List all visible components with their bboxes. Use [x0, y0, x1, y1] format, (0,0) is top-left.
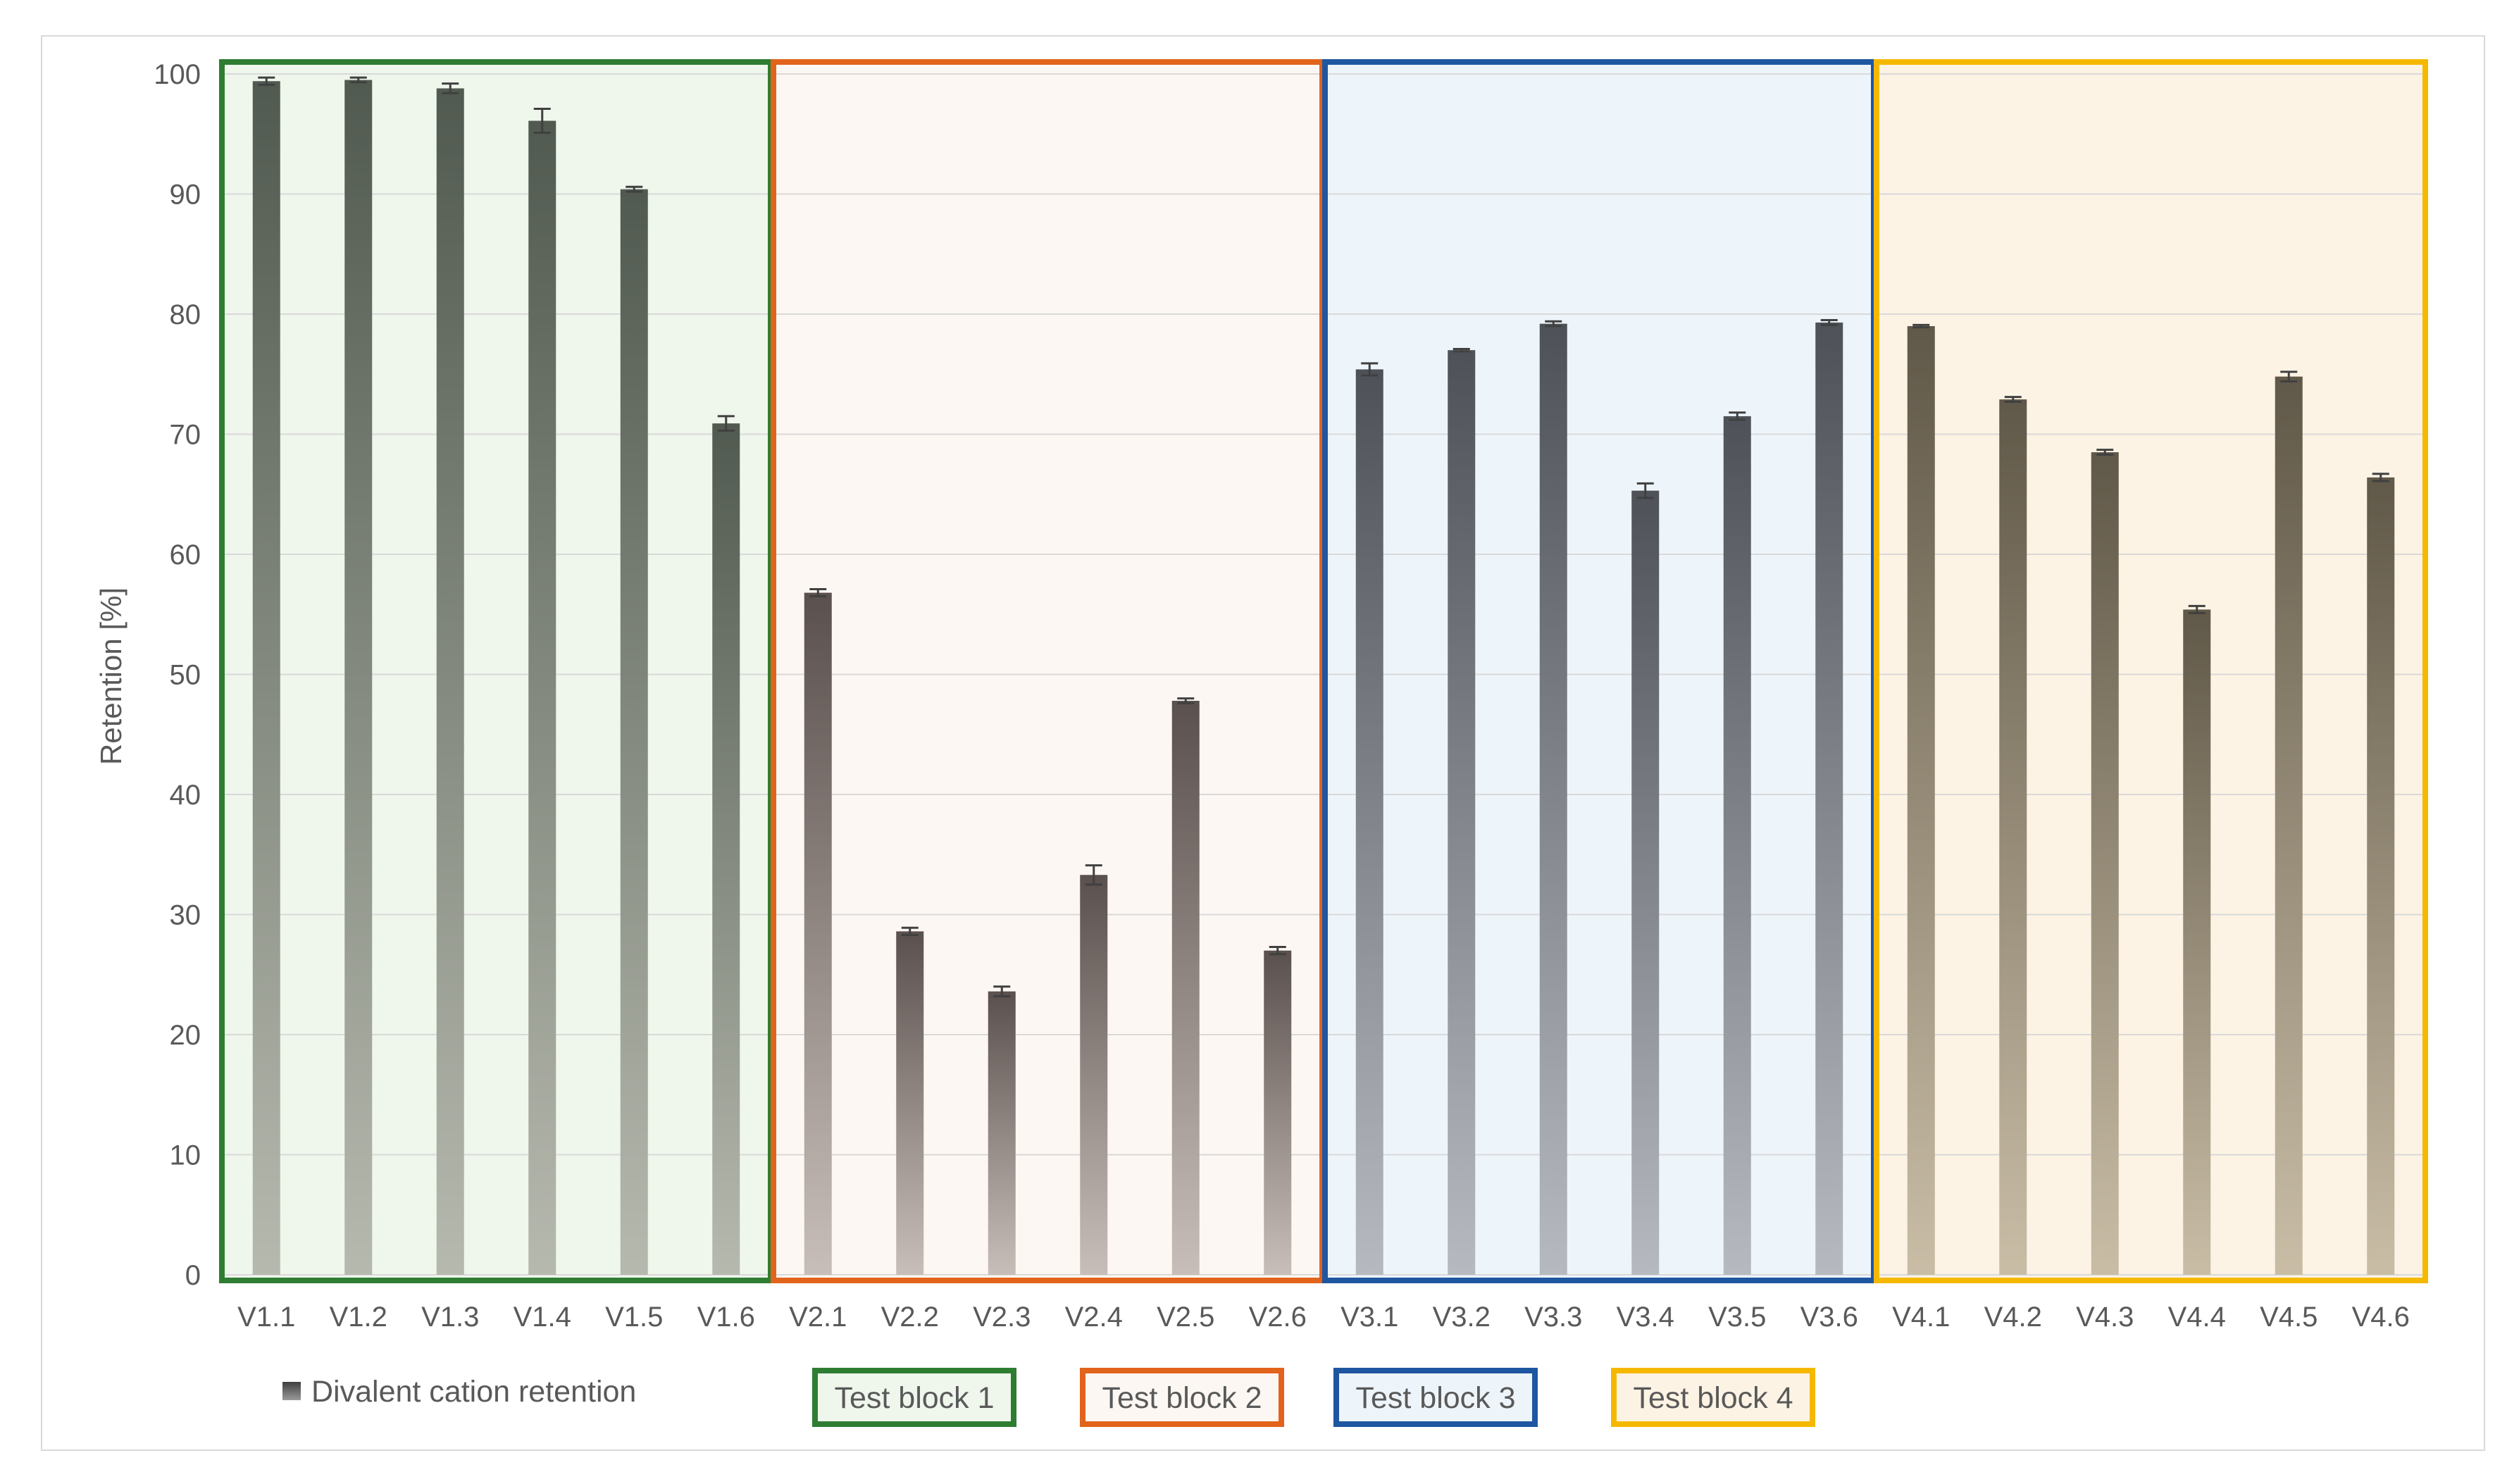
x-axis-ticks: V1.1 V1.2 V1.3 V1.4 V1.5 V1.6 V2.1 V2.2 V2.3 V2.4… — [237, 1302, 2410, 1333]
x-tick-label: V3.5 — [1708, 1302, 1766, 1333]
block-border — [1874, 59, 2428, 1283]
bar — [1539, 323, 1567, 1275]
block-background — [222, 62, 771, 1280]
y-tick-label: 70 — [170, 420, 201, 451]
legend-block-box — [1611, 1368, 1815, 1427]
legend-block-label: Test block 2 — [1102, 1381, 1262, 1415]
block-background — [1325, 62, 1874, 1280]
y-tick-label: 100 — [154, 59, 201, 90]
legend-block-box — [1333, 1368, 1538, 1427]
x-tick-label: V2.2 — [881, 1302, 939, 1333]
bar — [1999, 399, 2027, 1276]
legend-block-label: Test block 1 — [834, 1381, 994, 1415]
legend-swatch — [282, 1382, 301, 1400]
bar — [436, 88, 464, 1276]
x-tick-label: V1.2 — [330, 1302, 387, 1333]
block-borders — [219, 59, 2428, 1283]
x-tick-label: V3.2 — [1433, 1302, 1491, 1333]
x-tick-label: V4.4 — [2168, 1302, 2226, 1333]
block-backgrounds — [222, 62, 2425, 1280]
x-tick-label: V1.1 — [237, 1302, 295, 1333]
y-axis-ticks: 0 10 20 30 40 50 60 70 80 90 100 — [154, 59, 201, 1291]
bar — [620, 189, 648, 1276]
bar — [896, 931, 924, 1275]
legend-block-label: Test block 3 — [1355, 1381, 1515, 1415]
error-bars — [258, 76, 2389, 997]
bar — [804, 592, 832, 1275]
legend: Divalent cation retention Test block 1 Te… — [282, 1368, 1815, 1427]
x-tick-label: V3.1 — [1340, 1302, 1398, 1333]
legend-series-label: Divalent cation retention — [311, 1375, 636, 1409]
y-tick-label: 50 — [170, 660, 201, 691]
y-tick-label: 10 — [170, 1140, 201, 1171]
x-tick-label: V4.3 — [2076, 1302, 2134, 1333]
legend-block-label: Test block 4 — [1633, 1381, 1793, 1415]
y-axis-label: Retention [%] — [94, 587, 127, 765]
y-tick-label: 80 — [170, 299, 201, 330]
x-tick-label: V4.5 — [2260, 1302, 2318, 1333]
x-tick-label: V1.4 — [514, 1302, 571, 1333]
bar — [2367, 477, 2395, 1275]
bar — [2183, 609, 2211, 1275]
y-tick-label: 20 — [170, 1020, 201, 1051]
x-tick-label: V2.1 — [789, 1302, 847, 1333]
bar — [1723, 416, 1751, 1275]
bar — [1171, 701, 1200, 1275]
x-tick-label: V2.3 — [973, 1302, 1031, 1333]
x-tick-label: V2.4 — [1065, 1302, 1123, 1333]
y-tick-label: 40 — [170, 780, 201, 811]
x-tick-label: V1.3 — [421, 1302, 479, 1333]
legend-block-box — [812, 1368, 1016, 1427]
x-tick-label: V3.3 — [1524, 1302, 1582, 1333]
x-tick-label: V4.2 — [1984, 1302, 2042, 1333]
bar — [988, 991, 1016, 1275]
x-tick-label: V4.6 — [2352, 1302, 2410, 1333]
x-tick-label: V1.6 — [697, 1302, 755, 1333]
x-tick-label: V4.1 — [1892, 1302, 1950, 1333]
bar — [252, 81, 280, 1276]
bar — [1907, 326, 1935, 1275]
y-tick-label: 60 — [170, 540, 201, 570]
bar — [1815, 322, 1843, 1275]
bars — [252, 80, 2395, 1276]
bar — [712, 423, 740, 1275]
bar — [1448, 350, 1476, 1275]
x-tick-label: V2.6 — [1249, 1302, 1307, 1333]
x-tick-label: V1.5 — [605, 1302, 663, 1333]
x-tick-label: V3.4 — [1617, 1302, 1674, 1333]
bar — [344, 80, 373, 1275]
y-tick-label: 30 — [170, 900, 201, 931]
bar — [1080, 875, 1108, 1275]
bar — [2091, 452, 2119, 1276]
bar — [528, 120, 556, 1275]
bar — [1355, 369, 1383, 1276]
block-background — [773, 62, 1322, 1280]
bar — [2275, 376, 2303, 1276]
legend-block-box — [1080, 1368, 1284, 1427]
block-background — [1877, 62, 2425, 1280]
bar — [1631, 490, 1660, 1275]
bar — [1264, 950, 1292, 1275]
y-tick-label: 0 — [185, 1260, 201, 1291]
x-tick-label: V2.5 — [1157, 1302, 1214, 1333]
y-tick-label: 90 — [170, 180, 201, 211]
x-tick-label: V3.6 — [1800, 1302, 1858, 1333]
